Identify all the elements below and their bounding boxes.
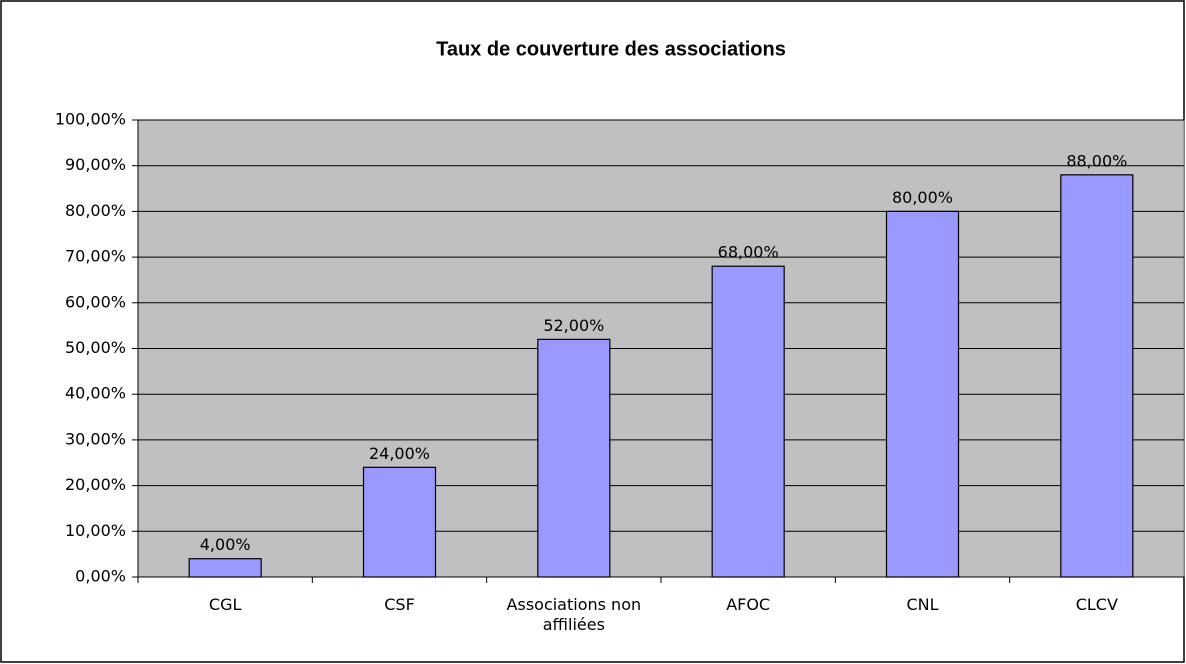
chart-title: Taux de couverture des associations: [436, 38, 786, 60]
y-tick-label: 50,00%: [65, 338, 126, 357]
data-label: 68,00%: [718, 243, 779, 262]
x-tick-label: CGL: [208, 595, 242, 614]
x-tick-label: CLCV: [1075, 595, 1118, 614]
y-tick-label: 70,00%: [65, 247, 126, 266]
y-tick-label: 90,00%: [65, 155, 126, 174]
x-tick-label: AFOC: [726, 595, 771, 614]
y-tick-label: 60,00%: [65, 292, 126, 311]
y-tick-label: 80,00%: [65, 201, 126, 220]
bar: [188, 558, 262, 578]
y-tick-label: 100,00%: [55, 110, 126, 129]
x-tick-label: CSF: [384, 595, 415, 614]
y-tick-label: 30,00%: [65, 429, 126, 448]
bar: [362, 466, 437, 578]
bar: [885, 210, 960, 578]
data-label: 4,00%: [200, 535, 251, 554]
bar: [1060, 174, 1134, 578]
data-label: 80,00%: [892, 188, 953, 207]
y-tick-label: 20,00%: [65, 475, 126, 494]
y-tick-label: 0,00%: [75, 567, 126, 586]
x-tick-label: Associations non affiliées: [506, 595, 642, 634]
bar: [537, 338, 611, 578]
data-label: 52,00%: [543, 316, 604, 335]
bar: [711, 265, 785, 578]
y-tick-label: 40,00%: [65, 384, 126, 403]
data-label: 88,00%: [1066, 151, 1127, 170]
y-tick-label: 10,00%: [65, 521, 126, 540]
x-tick-label: CNL: [906, 595, 939, 614]
data-label: 24,00%: [369, 444, 430, 463]
